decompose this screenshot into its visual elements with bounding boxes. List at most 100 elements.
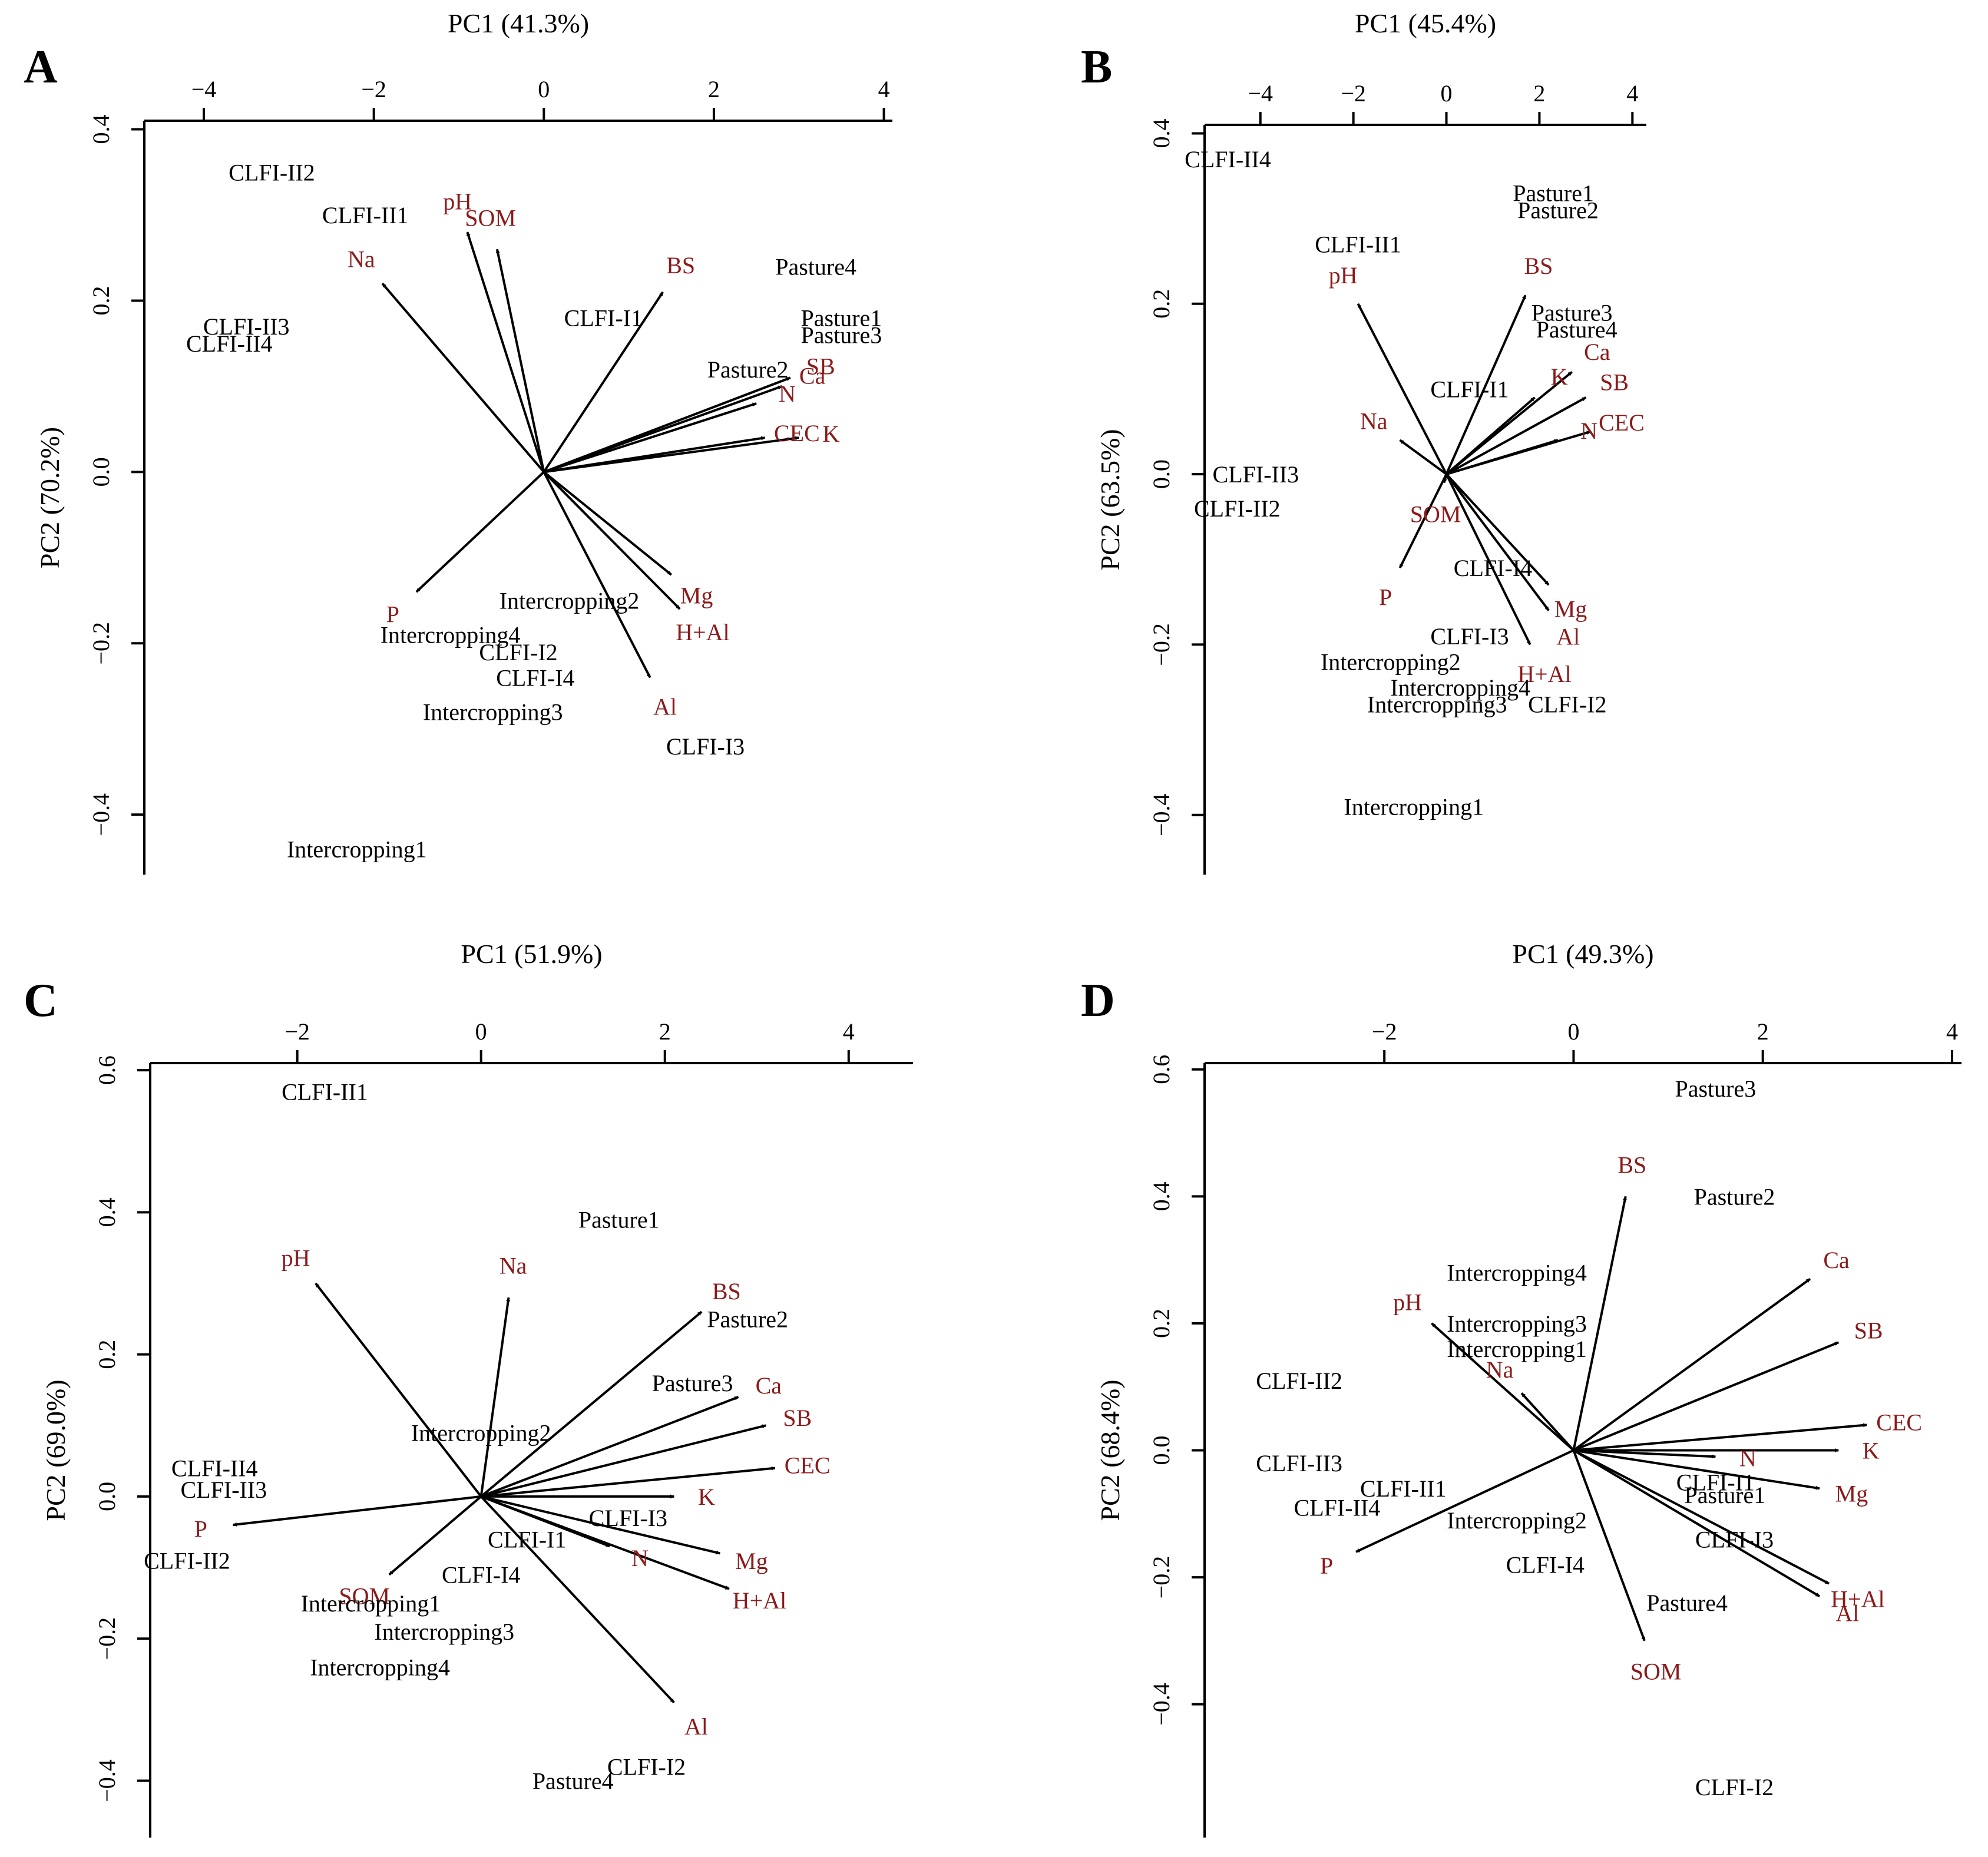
loading-arrow-mg [1573,1449,1820,1490]
observation-label: Pasture2 [1517,197,1599,224]
y-axis-title: PC2 (63.5%) [1095,429,1125,570]
variable-label: Al [653,693,677,720]
x-tick-label: −2 [361,76,386,102]
variable-label: Ca [756,1372,782,1399]
observation-label: CLFI-II1 [322,202,409,229]
variable-label: SOM [339,1583,390,1609]
observation-label: CLFI-I1 [564,305,643,332]
y-tick-label: 0.0 [1148,459,1175,489]
variable-label: K [1551,363,1568,390]
observation-label: CLFI-I2 [1695,1774,1774,1800]
x-tick-label: −2 [285,1018,310,1045]
y-tick-label: 0.4 [94,1197,120,1227]
y-tick-label: −0.2 [88,622,114,665]
y-tick-label: 0.4 [1148,1181,1175,1211]
variable-label: Al [1835,1600,1859,1626]
observation-label: Pasture3 [1675,1075,1756,1102]
y-tick-label: −0.4 [94,1759,120,1802]
loading-arrow-bs [1445,294,1527,475]
variable-label: P [386,601,399,628]
loading-arrow-p [1398,474,1448,569]
panel-b: B PC1 (45.4%) PC2 (63.5%) −4 −2 0 2 4 −0.4 −0.2 0.… [1081,8,1646,875]
variable-label: Na [348,246,375,273]
variable-label: Na [1360,408,1388,435]
observation-label: CLFI-II2 [1256,1368,1342,1394]
x-tick-label: 2 [1757,1018,1769,1045]
loading-arrow-p [415,471,545,593]
variable-label: Mg [680,582,713,608]
y-tick-label: 0.0 [1148,1436,1175,1465]
loading-arrow-h-al [1573,1449,1830,1585]
variable-label: CEC [1876,1409,1922,1436]
observation-label: CLFI-II1 [1360,1475,1447,1502]
y-tick-label: 0.4 [1148,118,1175,148]
variable-label: P [194,1515,207,1542]
observation-label: Intercropping2 [411,1419,551,1446]
loading-arrow-cec [481,1466,776,1498]
observation-label: CLFI-II1 [1315,231,1401,258]
variable-label: H+Al [676,619,729,646]
observation-label: Pasture4 [532,1767,614,1794]
loading-arrow-na [1520,1392,1574,1451]
loading-arrow-na [1399,439,1447,475]
y-tick-label: 0.2 [1148,289,1175,319]
observation-label: CLFI-I1 [488,1526,566,1553]
variable-label: SOM [1630,1658,1682,1684]
observation-label: CLFI-I2 [607,1753,686,1780]
loading-arrow-sb [1445,396,1587,475]
variable-label: CEC [774,420,820,446]
variable-label: Mg [735,1548,768,1574]
panel-a: A PC1 (41.3%) PC2 (70.2%) −4 −2 0 2 4 −0.4 −0.2 0.… [24,8,892,875]
x-axis-title: PC1 (45.4%) [1355,8,1496,38]
variable-label: SOM [465,204,516,231]
panel-c: C PC1 (51.9%) PC2 (69.0%) −2 0 2 4 −0.4 −0.2 0.0 0… [24,939,913,1838]
loading-arrow-al [1573,1449,1821,1598]
panel-label: A [24,41,58,93]
observation-label: CLFI-I3 [589,1505,667,1531]
loading-arrow-bs [543,291,664,473]
observation-label: Intercropping3 [374,1618,514,1645]
variable-label: CEC [1599,409,1645,436]
variable-label: K [698,1484,715,1510]
x-axis-title: PC1 (51.9%) [461,939,602,969]
loading-arrow-ph [1431,1322,1574,1451]
observation-label: CLFI-II1 [282,1078,368,1105]
observation-label: Pasture1 [801,305,882,332]
observation-label: Intercropping2 [500,588,640,614]
loading-arrow-h-al [543,471,681,610]
variable-label: P [1379,584,1392,610]
observation-label: CLFI-II4 [1294,1495,1381,1521]
observation-label: Intercropping2 [1321,648,1461,675]
loading-arrow-mg [543,471,673,576]
loading-arrow-k [1445,396,1536,475]
loading-arrow-sb [481,1424,767,1498]
loading-arrow-ca [543,385,783,474]
observation-label: Pasture4 [1536,316,1617,343]
x-tick-label: 2 [1533,80,1545,107]
variable-label: SOM [1410,501,1461,528]
variable-label: K [1863,1438,1880,1464]
loading-arrow-p [232,1495,481,1527]
variable-label: P [1320,1553,1333,1579]
x-tick-label: 4 [878,76,890,102]
loading-arrow-na [381,283,545,473]
observation-label: CLFI-I1 [1676,1469,1755,1495]
y-tick-label: 0.6 [94,1055,120,1085]
variable-label: Na [500,1253,527,1279]
y-tick-label: −0.4 [1148,793,1175,836]
loading-arrow-bs [1572,1196,1627,1451]
y-tick-label: −0.2 [94,1617,120,1660]
x-tick-label: −4 [1248,80,1273,107]
loading-arrow-cec [1573,1423,1868,1452]
variable-label: Ca [1823,1247,1850,1273]
variable-label: BS [1617,1151,1646,1178]
y-tick-label: −0.2 [1148,1556,1175,1599]
loading-arrow-ca [480,1396,739,1498]
observation-label: CLFI-I4 [442,1562,520,1588]
observation-label: CLFI-II4 [171,1455,258,1482]
loading-arrow-som [495,249,545,472]
loading-arrow-al [1445,473,1550,611]
variable-label: BS [712,1278,741,1305]
loading-arrow-bs [480,1310,703,1498]
x-tick-label: −2 [1341,80,1366,107]
